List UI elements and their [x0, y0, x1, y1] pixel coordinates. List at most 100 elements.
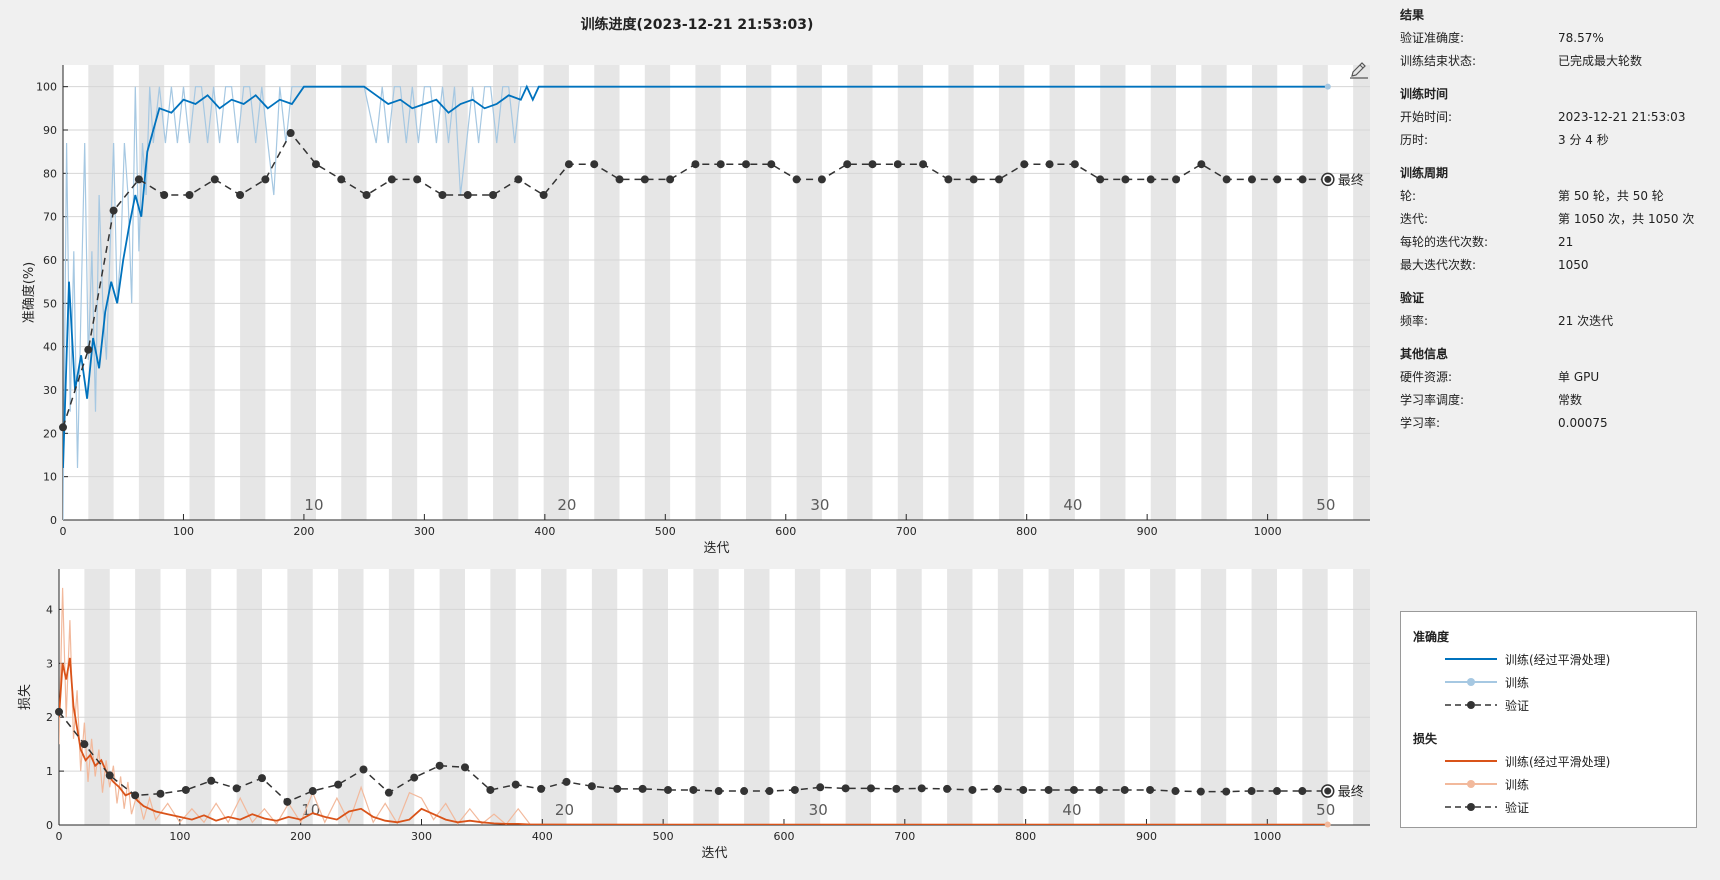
x-tick-label: 400	[532, 830, 553, 843]
validation-point	[691, 160, 700, 169]
validation-point	[742, 160, 751, 169]
info-value: 78.57%	[1558, 31, 1604, 45]
validation-point	[816, 783, 825, 792]
y-axis-label: 损失	[18, 684, 33, 710]
info-value: 第 50 轮，共 50 轮	[1558, 189, 1664, 203]
info-key: 历时:	[1400, 133, 1429, 147]
info-key: 轮:	[1400, 189, 1417, 203]
epoch-stripe	[897, 65, 924, 520]
info-row: 频率: 21 次迭代	[1400, 314, 1710, 337]
validation-point	[1120, 785, 1129, 794]
validation-point	[1019, 785, 1028, 794]
legend-loss-train-label: 训练	[1505, 777, 1530, 792]
validation-point	[286, 129, 295, 138]
x-tick-label: 900	[1136, 830, 1157, 843]
legend-acc-validation: 验证	[1443, 697, 1529, 713]
y-axis-label: 准确度(%)	[21, 262, 37, 324]
info-section: 其他信息 硬件资源: 单 GPU 学习率调度: 常数 学习率: 0.00075	[1400, 347, 1710, 439]
x-tick-label: 0	[60, 525, 67, 538]
y-tick-label: 0	[46, 819, 53, 832]
legend-accuracy-title: 准确度	[1413, 630, 1450, 644]
validation-point	[587, 782, 596, 791]
chart-title: 训练进度(2023-12-21 21:53:03)	[581, 16, 814, 33]
validation-point	[716, 160, 725, 169]
validation-point	[1222, 175, 1231, 184]
info-row: 开始时间: 2023-12-21 21:53:03	[1400, 110, 1710, 133]
legend-loss-train: 训练	[1443, 776, 1529, 792]
validation-point	[740, 787, 749, 796]
epoch-stripe	[493, 65, 519, 520]
y-tick-label: 20	[43, 427, 57, 440]
validation-point	[59, 423, 67, 432]
validation-point	[1020, 160, 1029, 169]
x-tick-label: 600	[773, 830, 794, 843]
validation-point	[767, 160, 776, 169]
validation-point	[993, 784, 1002, 793]
y-tick-label: 3	[46, 657, 53, 670]
validation-point	[1069, 785, 1078, 794]
x-tick-label: 1000	[1253, 830, 1281, 843]
validation-point	[1196, 787, 1205, 796]
validation-point	[792, 175, 801, 184]
validation-point	[1096, 175, 1105, 184]
epoch-stripe	[1049, 65, 1075, 520]
x-tick-label: 700	[894, 830, 915, 843]
validation-point	[1070, 160, 1079, 169]
epoch-stripe	[240, 65, 266, 520]
info-value: 2023-12-21 21:53:03	[1558, 110, 1686, 124]
info-value: 常数	[1558, 393, 1583, 407]
validation-point	[868, 160, 877, 169]
validation-point	[817, 175, 826, 184]
x-tick-label: 800	[1015, 830, 1036, 843]
info-key: 验证准确度:	[1400, 31, 1465, 45]
info-row: 历时: 3 分 4 秒	[1400, 133, 1710, 156]
validation-point	[590, 160, 599, 169]
validation-point	[232, 784, 241, 793]
epoch-stripe	[338, 569, 364, 825]
legend-loss-validation: 验证	[1443, 799, 1529, 815]
y-tick-label: 30	[43, 384, 57, 397]
validation-point	[311, 160, 320, 169]
epoch-label: 30	[810, 496, 829, 514]
epoch-stripe	[1302, 569, 1328, 825]
x-tick-label: 700	[896, 525, 917, 538]
x-tick-label: 200	[293, 525, 314, 538]
validation-point	[236, 191, 245, 199]
validation-point	[160, 191, 169, 199]
epoch-stripe	[1150, 65, 1177, 520]
epoch-stripe	[1150, 569, 1176, 825]
validation-point	[257, 774, 266, 783]
validation-point	[1044, 785, 1053, 794]
legend-acc-train-label: 训练	[1505, 675, 1530, 690]
info-section: 验证频率: 21 次迭代	[1400, 291, 1710, 337]
x-tick-label: 100	[169, 830, 190, 843]
epoch-label: 50	[1316, 801, 1335, 819]
validation-point	[109, 206, 118, 215]
epoch-stripe	[693, 569, 719, 825]
x-tick-label: 600	[775, 525, 796, 538]
edit-icon[interactable]	[1348, 60, 1370, 80]
info-key: 训练结束状态:	[1400, 54, 1477, 68]
validation-point	[537, 784, 546, 793]
y-tick-label: 70	[43, 211, 57, 224]
info-value: 1050	[1558, 258, 1589, 272]
validation-point	[790, 785, 799, 794]
validation-point	[1298, 787, 1307, 796]
epoch-stripe	[896, 569, 922, 825]
epoch-stripe	[442, 65, 468, 520]
validation-point	[539, 191, 548, 199]
epoch-stripe	[947, 569, 973, 825]
info-row: 轮: 第 50 轮，共 50 轮	[1400, 189, 1710, 212]
validation-point	[210, 175, 219, 184]
info-key: 学习率调度:	[1400, 393, 1465, 407]
epoch-stripe	[642, 569, 668, 825]
info-section-heading: 验证	[1400, 291, 1425, 305]
validation-point	[765, 787, 774, 796]
info-row: 迭代: 第 1050 次，共 1050 次	[1400, 212, 1710, 235]
validation-point	[438, 191, 447, 199]
legend: 准确度 训练(经过平滑处理) 训练 验证 损失 训练(经过平滑处理) 训练 验证	[1400, 611, 1697, 828]
epoch-stripe	[1048, 569, 1074, 825]
x-tick-label: 1000	[1254, 525, 1282, 538]
epoch-stripe	[490, 569, 516, 825]
